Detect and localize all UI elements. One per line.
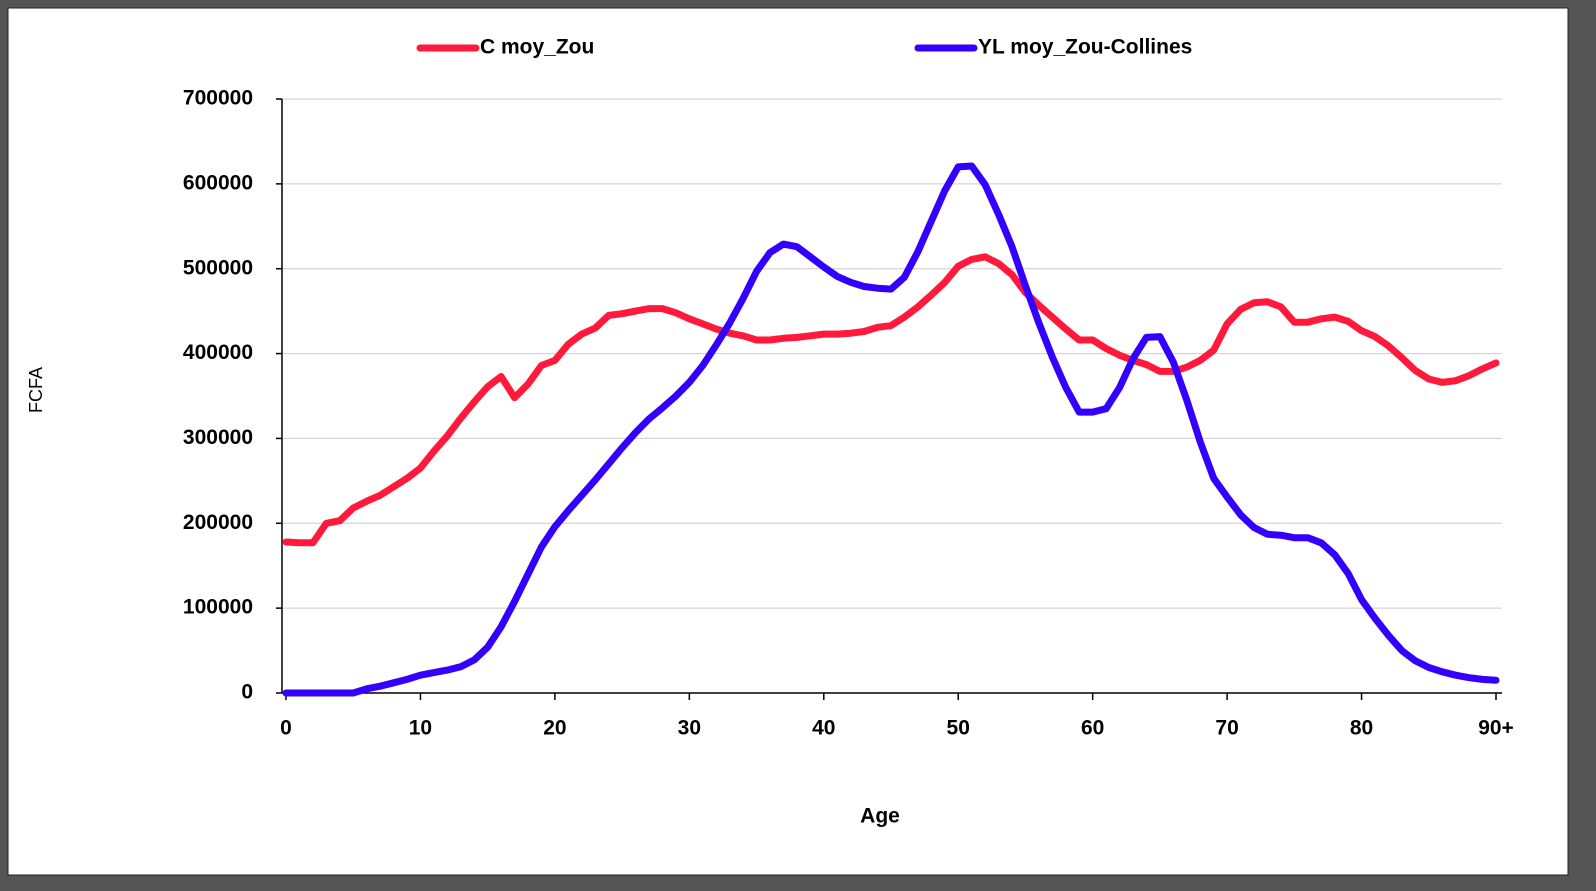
x-tick-label: 70 (1215, 717, 1238, 740)
x-tick-label: 80 (1350, 717, 1373, 740)
x-tick-label: 50 (947, 717, 970, 740)
y-tick-label: 300000 (183, 426, 253, 449)
x-tick-label: 30 (678, 717, 701, 740)
x-tick-label: 60 (1081, 717, 1104, 740)
chart-background (7, 7, 1569, 876)
y-tick-label: 700000 (183, 87, 253, 110)
x-tick-label: 10 (409, 717, 432, 740)
x-tick-label: 40 (812, 717, 835, 740)
y-tick-label: 600000 (183, 171, 253, 194)
x-tick-label: 20 (543, 717, 566, 740)
series-line (282, 253, 1500, 547)
y-axis-label: FCFA (26, 367, 46, 413)
x-tick-label: 90+ (1478, 717, 1514, 740)
y-tick-label: 0 (241, 681, 253, 704)
y-tick-label: 200000 (183, 511, 253, 534)
legend-label: YL moy_Zou-Collines (978, 36, 1192, 59)
y-tick-label: 500000 (183, 256, 253, 279)
x-axis-label: Age (860, 805, 900, 828)
series-line (282, 162, 1500, 697)
y-tick-label: 400000 (183, 341, 253, 364)
legend-label: C moy_Zou (480, 36, 594, 59)
x-tick-label: 0 (280, 717, 292, 740)
y-tick-label: 100000 (183, 596, 253, 619)
